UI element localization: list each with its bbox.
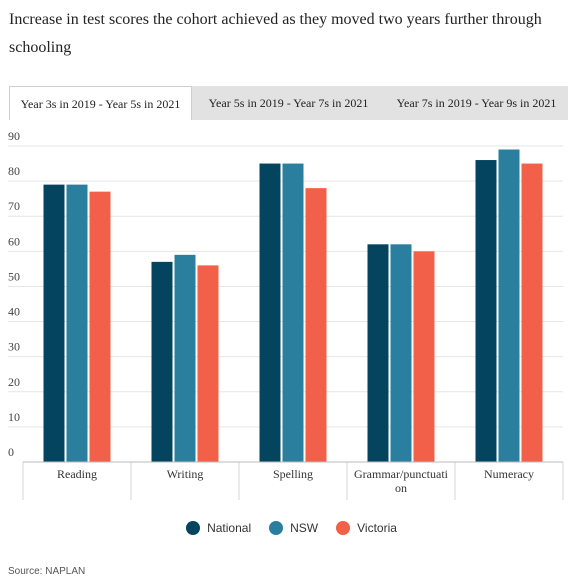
chart-title: Increase in test scores the cohort achie…: [9, 11, 542, 56]
tab-bar: Year 3s in 2019 - Year 5s in 2021 Year 5…: [9, 86, 568, 120]
source-note: Source: NAPLAN: [8, 566, 86, 577]
bar-victoria-writing[interactable]: [197, 265, 219, 462]
y-tick-label-70: 70: [8, 199, 20, 213]
legend-dot-national: [186, 521, 201, 535]
bar-victoria-grammar-punctuation[interactable]: [413, 251, 435, 462]
tab-year5-year7[interactable]: Year 5s in 2019 - Year 7s in 2021: [208, 96, 369, 110]
legend: National NSW Victoria: [0, 521, 583, 535]
x-tick-label: Reading: [57, 467, 97, 481]
legend-item-national[interactable]: National: [186, 521, 251, 535]
legend-dot-victoria: [336, 521, 351, 535]
legend-dot-nsw: [269, 521, 284, 535]
bar-victoria-numeracy[interactable]: [521, 163, 543, 463]
y-tick-label-80: 80: [8, 164, 20, 178]
bar-nsw-writing[interactable]: [174, 254, 196, 462]
legend-label-victoria: Victoria: [357, 521, 397, 535]
x-tick-label: Spelling: [273, 467, 313, 481]
bar-victoria-spelling[interactable]: [305, 188, 327, 462]
bar-national-reading[interactable]: [43, 184, 65, 462]
legend-item-victoria[interactable]: Victoria: [336, 521, 397, 535]
bar-nsw-spelling[interactable]: [282, 163, 304, 463]
bar-national-numeracy[interactable]: [475, 160, 497, 463]
y-tick-label-50: 50: [8, 269, 20, 283]
y-tick-label-10: 10: [8, 410, 20, 424]
y-tick-label-0: 0: [8, 445, 14, 459]
bar-nsw-grammar-punctuation[interactable]: [390, 244, 412, 462]
bar-victoria-reading[interactable]: [89, 191, 111, 462]
y-tick-label-30: 30: [8, 340, 20, 354]
legend-label-national: National: [207, 521, 252, 535]
x-tick-label: Writing: [167, 467, 204, 481]
bar-nsw-numeracy[interactable]: [498, 149, 520, 462]
y-tick-label-20: 20: [8, 375, 20, 389]
x-tick-label: on: [395, 481, 407, 495]
x-tick-label: Grammar/punctuati: [354, 467, 449, 481]
bar-national-spelling[interactable]: [259, 163, 281, 463]
x-tick-label: Numeracy: [484, 467, 534, 481]
tab-year3-year5[interactable]: Year 3s in 2019 - Year 5s in 2021: [9, 86, 192, 120]
y-tick-label-40: 40: [8, 305, 20, 319]
bar-national-grammar-punctuation[interactable]: [367, 244, 389, 462]
bar-nsw-reading[interactable]: [66, 184, 88, 462]
tab-year7-year9[interactable]: Year 7s in 2019 - Year 9s in 2021: [396, 96, 557, 110]
legend-label-nsw: NSW: [290, 521, 319, 535]
bar-national-writing[interactable]: [151, 261, 173, 462]
legend-item-nsw[interactable]: NSW: [269, 521, 318, 535]
y-tick-label-90: 90: [8, 129, 20, 143]
y-tick-label-60: 60: [8, 234, 20, 248]
